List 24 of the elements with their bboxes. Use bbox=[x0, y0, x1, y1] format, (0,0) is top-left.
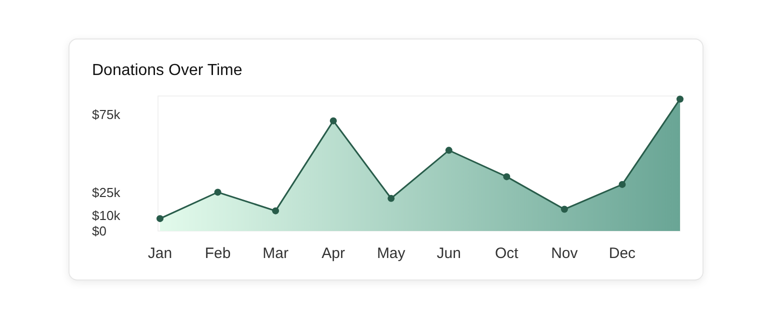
point bbox=[618, 180, 626, 188]
chart-title: Donations Over Time bbox=[92, 62, 242, 79]
x-tick-label: Dec bbox=[608, 245, 636, 262]
x-tick-label: Oct bbox=[494, 245, 520, 262]
x-tick-label: Apr bbox=[322, 245, 346, 262]
x-tick-label: May bbox=[376, 245, 406, 262]
point bbox=[503, 173, 510, 180]
point bbox=[214, 188, 222, 196]
y-tick-label: $0 bbox=[92, 224, 106, 239]
point bbox=[272, 207, 280, 214]
x-tick-label: Jun bbox=[436, 245, 461, 262]
point bbox=[445, 146, 452, 154]
point bbox=[330, 117, 337, 124]
y-tick-label: $10k bbox=[92, 208, 121, 224]
x-tick-label: Jan bbox=[148, 245, 172, 262]
y-tick-label: $75k bbox=[92, 107, 121, 122]
y-tick-label: $25k bbox=[92, 184, 121, 200]
point bbox=[676, 96, 684, 103]
x-tick-label: Feb bbox=[204, 245, 231, 262]
x-tick-label: Nov bbox=[551, 245, 578, 262]
point bbox=[560, 206, 568, 213]
x-tick-label: Mar bbox=[262, 245, 288, 262]
point bbox=[156, 215, 164, 222]
point bbox=[388, 194, 395, 202]
